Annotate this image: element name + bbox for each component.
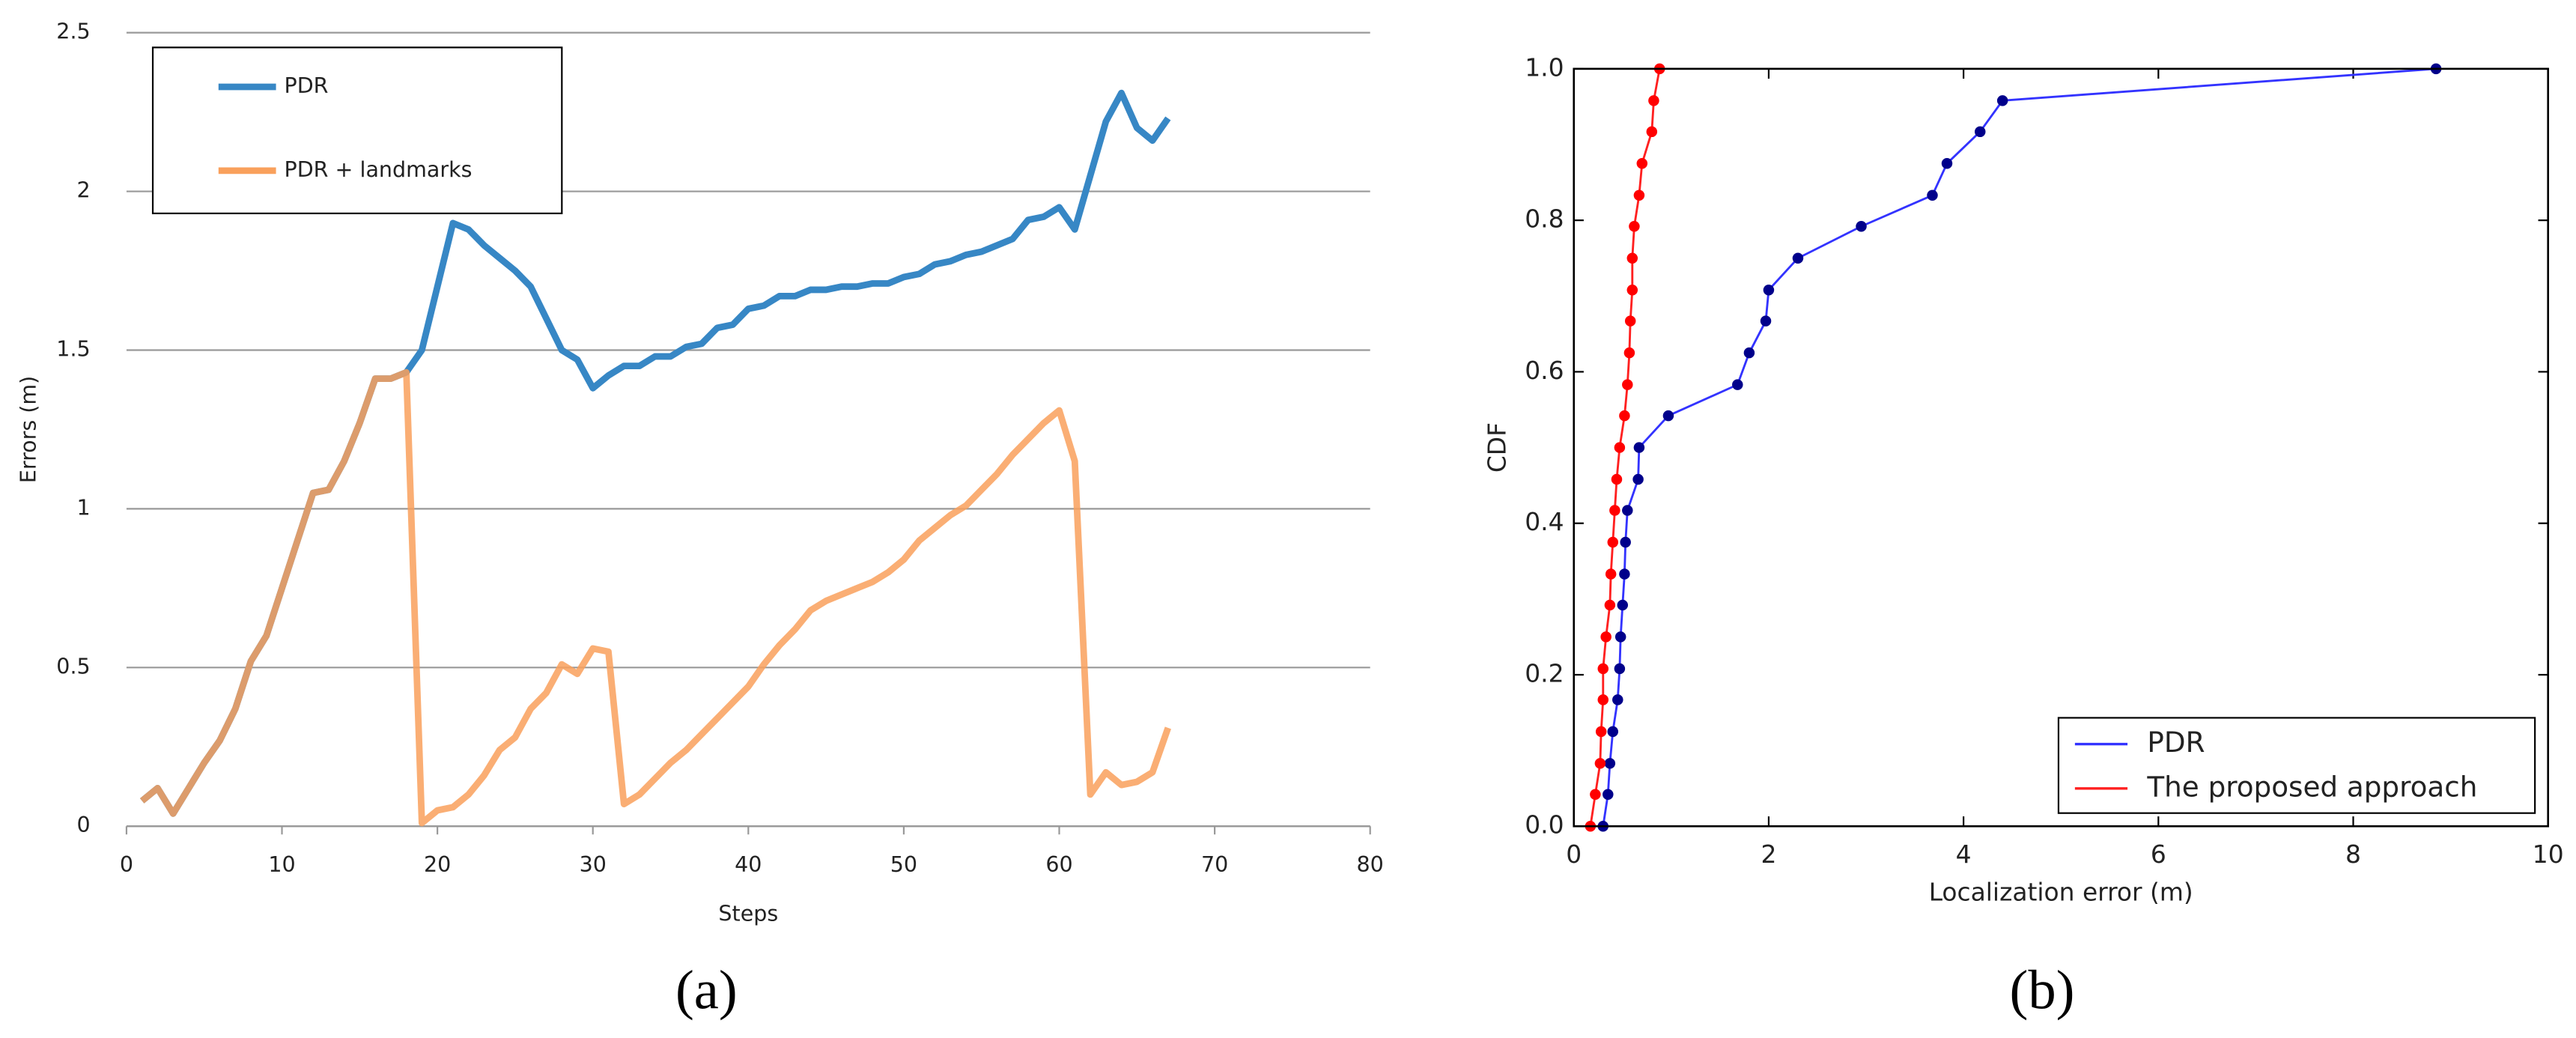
data-point xyxy=(1629,221,1640,232)
plot-frame xyxy=(1573,67,2550,828)
legend-label: The proposed approach xyxy=(2146,770,2477,803)
y-tick-label: 0.0 xyxy=(1525,810,1564,840)
x-axis-label: Steps xyxy=(718,902,778,926)
data-point xyxy=(1614,663,1626,675)
x-tick-label: 10 xyxy=(268,852,295,877)
data-point xyxy=(1633,442,1645,453)
legend-box xyxy=(151,46,563,215)
data-point xyxy=(1646,126,1658,138)
data-point xyxy=(1600,631,1611,643)
y-tick-label: 1 xyxy=(77,495,91,520)
x-tick-label: 70 xyxy=(1201,852,1228,877)
data-point xyxy=(1974,126,1986,138)
data-point xyxy=(1732,379,1743,390)
data-point xyxy=(1603,789,1614,801)
data-point xyxy=(1927,189,1938,201)
data-point xyxy=(1622,505,1633,516)
data-point xyxy=(1607,726,1619,738)
x-tick-label: 6 xyxy=(2151,840,2166,869)
data-point xyxy=(1620,536,1631,548)
y-tick-label: 0 xyxy=(77,813,91,837)
data-point xyxy=(1612,694,1623,705)
data-point xyxy=(1648,95,1659,106)
data-point xyxy=(1607,536,1619,548)
data-point xyxy=(1626,252,1638,264)
data-point xyxy=(1614,442,1626,453)
legend-label: PDR xyxy=(285,73,329,98)
y-tick-label: 0.5 xyxy=(56,654,90,679)
x-tick-label: 60 xyxy=(1045,852,1072,877)
y-tick-label: 1.0 xyxy=(1525,52,1564,82)
data-point xyxy=(1941,158,1953,169)
data-point xyxy=(1605,568,1617,580)
data-point xyxy=(1604,758,1616,769)
data-point xyxy=(1622,379,1633,390)
y-tick-label: 2 xyxy=(77,178,91,203)
data-point xyxy=(1623,347,1635,359)
data-point xyxy=(1763,284,1775,296)
caption: (a) xyxy=(675,959,738,1021)
data-point xyxy=(1633,189,1645,201)
data-point xyxy=(1632,473,1644,485)
data-point xyxy=(1792,252,1804,264)
x-tick-label: 40 xyxy=(735,852,762,877)
data-point xyxy=(1609,505,1620,516)
x-tick-label: 0 xyxy=(1566,840,1582,869)
x-tick-label: 0 xyxy=(120,852,133,877)
y-tick-label: 0.4 xyxy=(1525,507,1564,536)
chart: 0 0.5 1 1.5 2 2.5 0 10 20 30 40 50 60 70 80 Steps Errors… xyxy=(16,19,1383,1022)
x-tick-label: 30 xyxy=(580,852,607,877)
data-point xyxy=(1996,95,2008,106)
x-tick-label: 20 xyxy=(424,852,451,877)
chart: 0.0 0.2 0.4 0.6 0.8 1.0 0 2 4 6 8 10 Localization er… xyxy=(1482,52,2563,1021)
data-point xyxy=(1597,694,1609,705)
data-point xyxy=(1617,599,1629,611)
data-point xyxy=(1597,663,1609,675)
y-tick-label: 0.2 xyxy=(1525,658,1564,688)
series-line xyxy=(139,368,1171,827)
y-axis-label: Errors (m) xyxy=(16,376,40,483)
x-tick-label: 50 xyxy=(890,852,917,877)
legend-label: PDR + landmarks xyxy=(285,157,473,182)
data-point xyxy=(1743,347,1755,359)
data-point xyxy=(1624,315,1636,327)
data-point xyxy=(1619,410,1630,422)
y-tick-label: 1.5 xyxy=(56,336,90,361)
data-point xyxy=(1614,631,1626,643)
y-axis-label: CDF xyxy=(1482,422,1511,473)
data-point xyxy=(1604,599,1616,611)
data-point xyxy=(1619,568,1630,580)
x-tick-label: 8 xyxy=(2345,840,2361,869)
y-tick-label: 2.5 xyxy=(56,19,90,44)
legend-label: PDR xyxy=(2147,726,2205,759)
legend-box xyxy=(2057,717,2536,814)
data-point xyxy=(1760,315,1772,327)
data-point xyxy=(1662,410,1674,422)
y-tick-label: 0.8 xyxy=(1525,204,1564,234)
x-tick-label: 80 xyxy=(1357,852,1384,877)
data-point xyxy=(1856,221,1867,232)
y-tick-label: 0.6 xyxy=(1525,356,1564,385)
data-point xyxy=(1626,284,1638,296)
data-point xyxy=(1590,789,1601,801)
data-point xyxy=(1595,726,1607,738)
data-point xyxy=(1611,473,1623,485)
x-tick-label: 10 xyxy=(2533,840,2564,869)
data-point xyxy=(1594,758,1606,769)
x-axis-label: Localization error (m) xyxy=(1929,878,2193,907)
data-point xyxy=(1636,158,1648,169)
x-tick-label: 2 xyxy=(1761,840,1776,869)
caption: (b) xyxy=(2010,959,2075,1021)
x-tick-label: 4 xyxy=(1956,840,1972,869)
series-line xyxy=(1602,67,2437,827)
